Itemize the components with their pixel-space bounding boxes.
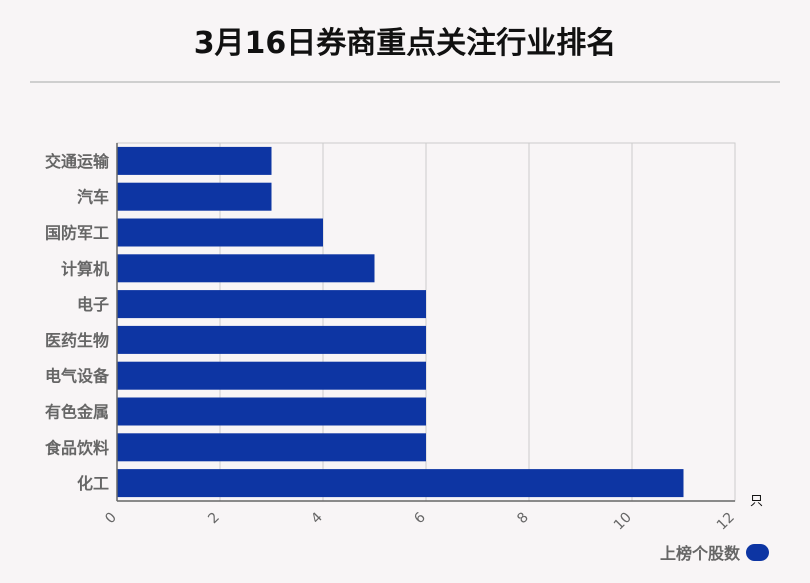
x-axis-unit-label: 只 [750,494,763,509]
x-tick-label-3: 6 [411,509,429,527]
category-label-1: 汽车 [77,188,109,207]
x-tick-label-1: 2 [205,510,223,528]
category-label-7: 有色金属 [45,403,109,422]
category-label-8: 食品饮料 [44,438,109,457]
category-label-4: 电子 [77,295,109,314]
x-tick-label-0: 0 [102,510,120,528]
category-label-6: 电气设备 [45,367,110,386]
bar-0 [117,146,272,175]
category-label-3: 计算机 [61,259,109,278]
category-label-5: 医药生物 [45,331,109,350]
x-tick-label-2: 4 [308,509,326,527]
legend[interactable]: 上榜个股数 [660,540,769,564]
bar-6 [117,361,426,390]
x-tick-label-6: 12 [714,510,738,534]
bar-4 [117,290,426,319]
x-tick-label-5: 10 [611,510,635,534]
bar-3 [117,254,375,283]
bar-7 [117,397,426,426]
legend-swatch [746,543,769,561]
chart-title: 3月16日券商重点关注行业排名 [193,26,617,61]
bar-5 [117,325,426,354]
title-divider [30,81,780,83]
category-label-9: 化工 [77,474,109,493]
bar-9 [117,469,684,498]
category-label-2: 国防军工 [45,224,109,243]
x-tick-label-4: 8 [514,510,532,528]
bar-2 [117,218,323,247]
legend-label: 上榜个股数 [659,544,740,563]
bar-8 [117,433,426,462]
category-label-0: 交通运输 [45,152,110,171]
bar-1 [117,182,272,211]
